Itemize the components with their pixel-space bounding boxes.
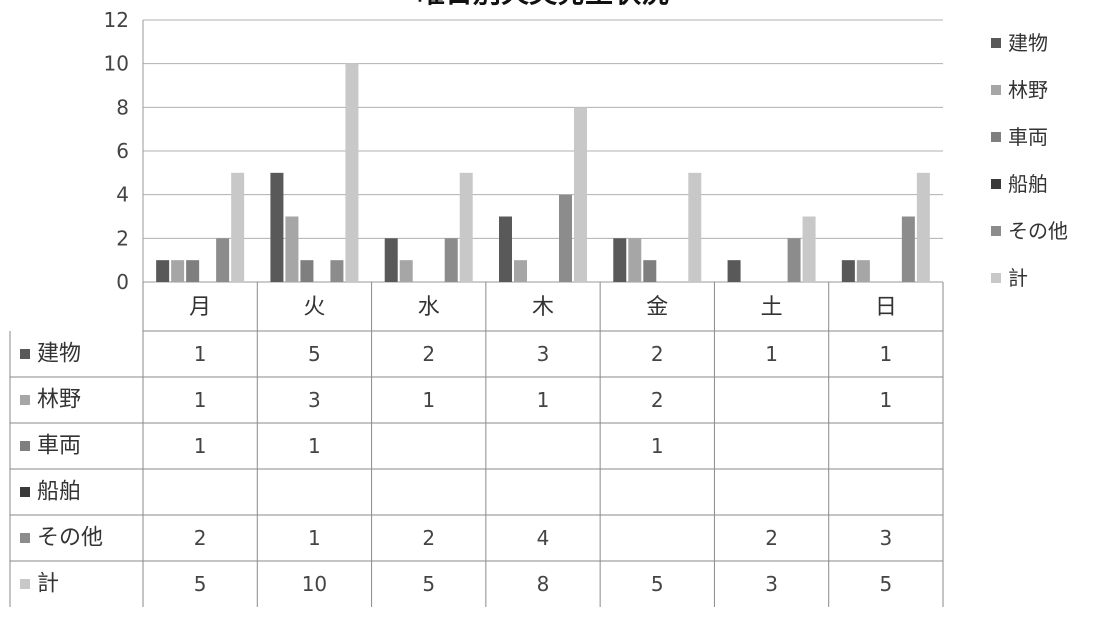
data-table-value: 2	[765, 526, 778, 550]
data-table-value: 1	[308, 434, 321, 458]
legend-label: その他	[1008, 219, 1068, 243]
bar	[444, 238, 458, 282]
data-table-value: 5	[308, 342, 321, 366]
row-swatch	[20, 441, 30, 451]
category-label: 火	[303, 295, 325, 320]
data-table-value: 1	[879, 342, 892, 366]
row-swatch	[20, 533, 30, 543]
data-table-value: 1	[537, 388, 550, 412]
y-tick-label: 10	[104, 52, 129, 76]
data-table-value: 1	[765, 342, 778, 366]
bar	[802, 216, 816, 282]
data-table-value: 2	[651, 342, 664, 366]
y-tick-label: 2	[116, 226, 129, 250]
category-label: 土	[761, 295, 783, 320]
bar	[514, 260, 527, 282]
bar	[459, 172, 473, 282]
data-table-value: 3	[308, 388, 321, 412]
data-table-value: 2	[194, 526, 207, 550]
data-table-value: 5	[422, 572, 435, 596]
y-tick-label: 12	[104, 8, 129, 32]
legend-label: 車両	[1008, 125, 1048, 149]
data-table-value: 1	[194, 342, 207, 366]
data-table-value: 2	[422, 526, 435, 550]
legend-swatch	[991, 85, 1001, 95]
data-table-value: 2	[422, 342, 435, 366]
legend-label: 林野	[1008, 78, 1048, 102]
row-label: その他	[37, 526, 103, 551]
row-swatch	[20, 487, 30, 497]
bar	[559, 194, 572, 282]
bar	[216, 238, 230, 282]
bar	[856, 260, 870, 282]
bar	[399, 260, 413, 282]
data-table-value: 1	[194, 434, 207, 458]
data-table-value: 1	[879, 388, 892, 412]
legend-swatch	[991, 226, 1001, 236]
legend-label: 建物	[1008, 31, 1048, 55]
row-label: 林野	[37, 388, 81, 413]
data-table-value: 1	[194, 388, 207, 412]
data-table-value: 3	[879, 526, 892, 550]
legend-swatch	[991, 38, 1001, 48]
bar	[643, 260, 657, 282]
data-table-value: 5	[651, 572, 664, 596]
bar	[787, 238, 801, 282]
legend-swatch	[991, 132, 1001, 142]
bar	[574, 107, 587, 282]
row-label: 船舶	[37, 480, 81, 505]
bar	[841, 260, 855, 282]
bar	[628, 238, 642, 282]
chart-title: 曜日別火災発生状況	[417, 0, 669, 9]
legend-label: 計	[1008, 266, 1028, 290]
legend-label: 船舶	[1008, 172, 1048, 196]
y-tick-label: 4	[116, 183, 129, 207]
category-label: 月	[189, 295, 211, 320]
bar	[171, 260, 185, 282]
data-table-value: 8	[537, 572, 550, 596]
bar	[613, 238, 627, 282]
y-tick-label: 8	[116, 95, 129, 119]
data-table-value: 5	[194, 572, 207, 596]
bar	[270, 172, 284, 282]
category-label: 木	[532, 295, 554, 320]
row-swatch	[20, 349, 30, 359]
data-table-value: 1	[422, 388, 435, 412]
data-table-value: 3	[537, 342, 550, 366]
bar	[345, 63, 359, 282]
bar	[916, 172, 930, 282]
row-label: 建物	[37, 342, 81, 367]
bar	[186, 260, 200, 282]
y-tick-label: 6	[116, 139, 129, 163]
bar	[384, 238, 398, 282]
y-tick-label: 0	[116, 270, 129, 294]
row-swatch	[20, 395, 30, 405]
bar	[300, 260, 314, 282]
bar	[688, 172, 702, 282]
data-table-value: 1	[651, 434, 664, 458]
data-table-value: 4	[537, 526, 550, 550]
legend-swatch	[991, 273, 1001, 283]
row-label: 車両	[37, 434, 81, 459]
bar	[330, 260, 344, 282]
data-table-value: 2	[651, 388, 664, 412]
legend-swatch	[991, 179, 1001, 189]
bar	[231, 172, 245, 282]
bar	[156, 260, 170, 282]
category-label: 金	[646, 295, 668, 320]
row-label: 計	[37, 572, 59, 597]
bar	[901, 216, 915, 282]
data-table-value: 5	[879, 572, 892, 596]
bar	[727, 260, 741, 282]
data-table-value: 10	[302, 572, 327, 596]
category-label: 日	[875, 295, 897, 320]
data-table-value: 3	[765, 572, 778, 596]
row-swatch	[20, 579, 30, 589]
data-table-value: 1	[308, 526, 321, 550]
category-label: 水	[418, 295, 440, 320]
bar	[285, 216, 299, 282]
bar	[499, 216, 512, 282]
